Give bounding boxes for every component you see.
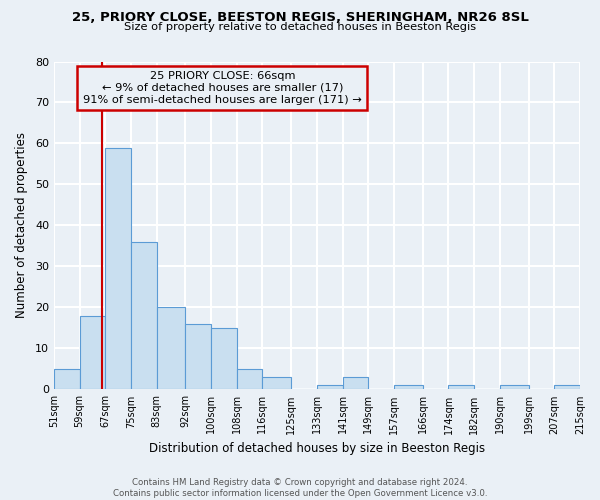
Bar [105,148,131,390]
Bar [131,242,157,390]
Bar [185,324,211,390]
Bar [54,369,80,390]
Bar [448,386,474,390]
Bar [262,377,292,390]
Text: Contains HM Land Registry data © Crown copyright and database right 2024.
Contai: Contains HM Land Registry data © Crown c… [113,478,487,498]
Bar [317,386,343,390]
Text: 25 PRIORY CLOSE: 66sqm
← 9% of detached houses are smaller (17)
91% of semi-deta: 25 PRIORY CLOSE: 66sqm ← 9% of detached … [83,72,362,104]
Bar [237,369,262,390]
Bar [211,328,237,390]
Bar [157,308,185,390]
Bar [80,316,105,390]
Text: Size of property relative to detached houses in Beeston Regis: Size of property relative to detached ho… [124,22,476,32]
Y-axis label: Number of detached properties: Number of detached properties [15,132,28,318]
X-axis label: Distribution of detached houses by size in Beeston Regis: Distribution of detached houses by size … [149,442,485,455]
Bar [500,386,529,390]
Bar [394,386,423,390]
Text: 25, PRIORY CLOSE, BEESTON REGIS, SHERINGHAM, NR26 8SL: 25, PRIORY CLOSE, BEESTON REGIS, SHERING… [71,11,529,24]
Bar [554,386,580,390]
Bar [343,377,368,390]
